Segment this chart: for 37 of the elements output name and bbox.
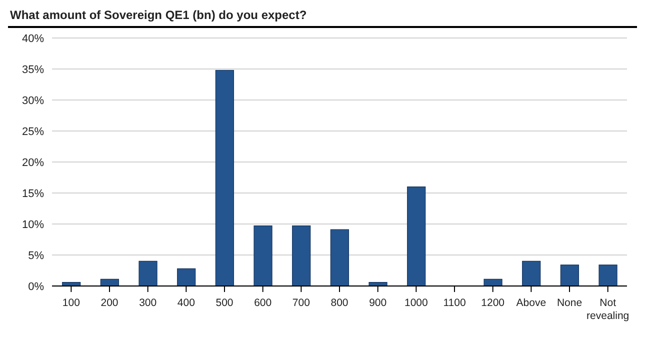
x-tick-label: None [556, 297, 582, 309]
y-tick-label: 0% [28, 280, 44, 293]
bar [560, 264, 579, 286]
x-tick-label: Not revealing [586, 297, 630, 322]
x-tick-label: 900 [369, 297, 387, 309]
bar [254, 226, 272, 286]
x-tick-label: 300 [139, 297, 157, 309]
y-tick-label: 30% [22, 94, 44, 107]
chart-title: What amount of Sovereign QE1 (bn) do you expect? [8, 8, 637, 28]
bar [407, 186, 426, 286]
x-tick-label: 600 [254, 297, 272, 309]
y-tick-label: 40% [22, 32, 44, 45]
bar [177, 268, 196, 286]
bar [330, 229, 349, 286]
bar [522, 260, 541, 286]
y-tick-label: 20% [22, 156, 44, 169]
bar [215, 70, 234, 286]
x-tick-label: 400 [177, 297, 196, 309]
bar [484, 278, 502, 286]
x-tick-label: 1000 [404, 297, 428, 309]
bar [598, 264, 618, 286]
bar [100, 278, 119, 286]
y-tick-label: 15% [22, 188, 44, 200]
x-tick-label: 700 [292, 297, 310, 309]
x-tick-label: 1200 [481, 297, 505, 309]
x-tick-label: 1100 [443, 297, 466, 309]
bar [292, 226, 311, 286]
x-tick-label: 200 [100, 297, 118, 309]
x-tick-label: 500 [216, 297, 234, 309]
y-tick-label: 5% [28, 250, 44, 262]
y-tick-label: 35% [22, 64, 44, 76]
y-tick-label: 10% [22, 218, 44, 231]
x-tick-label: Above [516, 297, 546, 309]
bar [138, 260, 158, 286]
y-tick-label: 25% [22, 126, 44, 138]
x-tick-label: 100 [62, 297, 80, 309]
x-tick-label: 800 [330, 297, 348, 309]
